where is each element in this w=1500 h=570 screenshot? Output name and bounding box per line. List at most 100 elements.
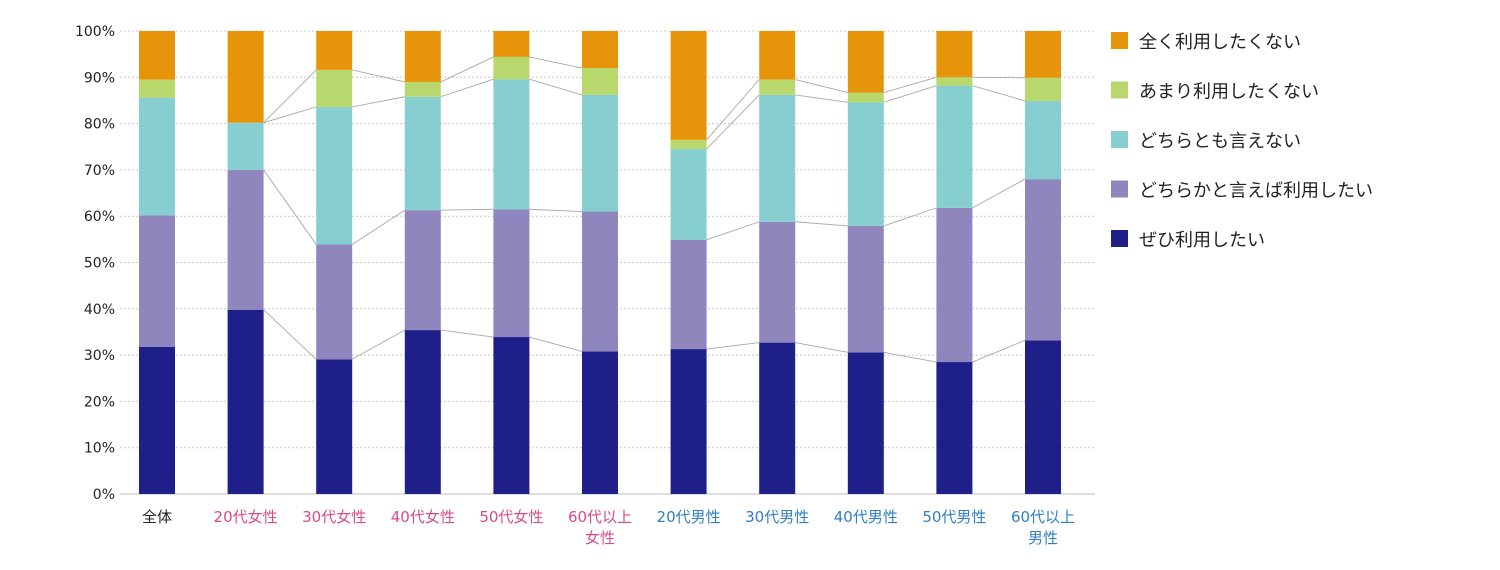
legend-label: ぜひ利用したい	[1139, 230, 1265, 251]
bar-segment	[847, 92, 884, 103]
bar-segment	[227, 31, 264, 123]
bar-segment	[227, 309, 264, 494]
x-tick-label: 60代以上男性	[1011, 508, 1075, 547]
x-tick-label: 20代女性	[214, 508, 278, 526]
bar-segment	[759, 94, 796, 222]
y-tick-label: 80%	[84, 117, 115, 133]
bar-segment	[1025, 31, 1061, 78]
bar-segment	[316, 69, 353, 107]
bar-segment	[847, 31, 884, 93]
legend-label: どちらかと言えば利用したい	[1139, 181, 1373, 202]
legend-swatch	[1111, 32, 1128, 49]
bar-segment	[404, 31, 441, 82]
connector-lines	[263, 56, 1026, 363]
connector-line	[883, 207, 937, 227]
bar-segment	[1025, 77, 1061, 101]
bar-segment	[936, 85, 973, 208]
connector-line	[440, 78, 494, 98]
connector-line	[351, 209, 406, 245]
bar-segment	[582, 351, 618, 494]
connector-line	[883, 76, 937, 94]
bar-segment	[316, 244, 353, 360]
legend-swatch	[1111, 230, 1128, 247]
x-tick-label: 50代女性	[479, 508, 543, 526]
connector-line	[795, 79, 848, 94]
x-tick-label: 50代男性	[922, 508, 986, 526]
x-tick-label: 全体	[142, 508, 172, 526]
bar-segment	[227, 169, 264, 310]
connector-line	[972, 85, 1026, 102]
legend-swatch	[1111, 180, 1128, 198]
connector-line	[706, 94, 760, 150]
connector-line	[706, 342, 760, 350]
bar-segment	[670, 149, 707, 240]
bar-segment	[936, 207, 973, 363]
bar-segment	[316, 359, 353, 494]
bar-segment	[316, 31, 353, 70]
bar-segment	[759, 31, 796, 80]
connector-line	[352, 69, 405, 83]
y-tick-label: 30%	[84, 348, 115, 364]
connector-line	[972, 339, 1026, 363]
bar-segment	[670, 239, 707, 350]
bar-segment	[582, 31, 618, 69]
bar-segment	[582, 211, 618, 352]
connector-line	[883, 351, 937, 363]
legend-label: あまり利用したくない	[1139, 82, 1319, 103]
bar-segment	[139, 31, 175, 80]
y-tick-label: 10%	[84, 441, 115, 457]
y-tick-label: 70%	[84, 163, 115, 179]
bar-segment	[493, 79, 530, 210]
y-tick-label: 0%	[93, 487, 115, 503]
bar-segment	[139, 79, 175, 98]
bar-segment	[493, 209, 530, 338]
y-tick-label: 50%	[84, 256, 115, 272]
connector-line	[706, 79, 760, 141]
connector-line	[529, 208, 583, 213]
y-tick-label: 60%	[84, 209, 115, 225]
legend-label: どちらとも言えない	[1139, 131, 1301, 152]
y-tick-label: 40%	[84, 302, 115, 318]
x-tick-label: 40代男性	[834, 508, 898, 526]
legend-swatch	[1111, 131, 1128, 148]
connector-line	[351, 329, 406, 360]
bar-segment	[139, 97, 175, 216]
y-tick-label: 100%	[75, 24, 115, 40]
connector-line	[440, 56, 494, 83]
connector-line	[263, 169, 317, 245]
bar-segment	[404, 210, 441, 331]
bar-segment	[1025, 100, 1061, 180]
bar-segment	[759, 79, 796, 95]
legend-swatch	[1111, 81, 1128, 99]
connector-line	[263, 69, 317, 123]
bar-segment	[847, 225, 884, 353]
connector-line	[795, 342, 848, 353]
legend-label: 全く利用したくない	[1139, 32, 1301, 53]
bar-segment	[582, 94, 618, 212]
bar-segment	[404, 330, 441, 494]
bar-segment	[936, 77, 973, 86]
bar-segment	[139, 346, 175, 494]
bar-segment	[1025, 340, 1061, 494]
bar-segment	[139, 215, 175, 347]
bar-segment	[582, 68, 618, 95]
connector-line	[972, 178, 1026, 209]
connector-line	[795, 221, 848, 227]
bar-segment	[759, 221, 796, 343]
connector-line	[706, 221, 760, 241]
connector-line	[263, 309, 317, 360]
bar-segment	[404, 81, 441, 97]
x-tick-label: 20代男性	[657, 508, 721, 526]
gridlines	[120, 30, 1095, 495]
bar-segment	[670, 139, 707, 150]
connector-line	[352, 96, 405, 108]
bar-segment	[493, 56, 530, 80]
connector-line	[529, 56, 583, 69]
x-tick-label: 60代以上女性	[568, 508, 632, 547]
bar-segment	[670, 31, 707, 140]
bar-segment	[847, 352, 884, 494]
y-tick-label: 90%	[84, 70, 115, 86]
bars	[139, 31, 1061, 494]
x-tick-label: 40代女性	[391, 508, 455, 526]
